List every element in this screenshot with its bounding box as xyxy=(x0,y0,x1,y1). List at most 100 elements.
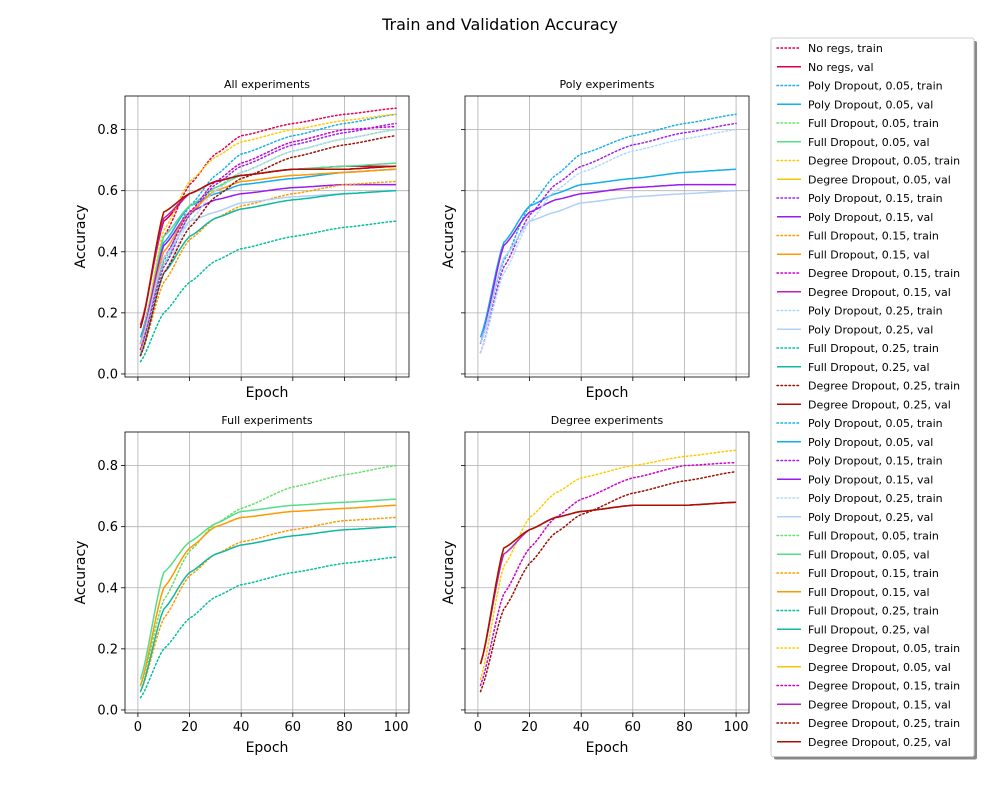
x-axis-label: Epoch xyxy=(246,740,289,756)
legend-label: Degree Dropout, 0.05, train xyxy=(808,155,960,168)
legend-label: Full Dropout, 0.15, train xyxy=(808,567,939,580)
series-line xyxy=(139,498,397,680)
series-line xyxy=(139,107,397,345)
series-group xyxy=(479,449,737,693)
legend-label: Degree Dropout, 0.25, train xyxy=(808,717,960,730)
legend-label: Degree Dropout, 0.15, val xyxy=(808,698,951,711)
legend-label: Poly Dropout, 0.25, train xyxy=(808,305,943,318)
figure-title: Train and Validation Accuracy xyxy=(381,15,618,34)
series-line xyxy=(139,113,397,345)
x-axis-label: Epoch xyxy=(586,385,629,401)
axes-frame xyxy=(124,431,410,714)
legend-label: Full Dropout, 0.25, train xyxy=(808,605,939,618)
x-tick-label: 60 xyxy=(625,720,642,735)
y-tick-label: 0.0 xyxy=(97,367,118,382)
legend-label: Full Dropout, 0.15, train xyxy=(808,230,939,243)
series-group xyxy=(479,113,737,354)
legend-label: Poly Dropout, 0.15, train xyxy=(808,192,943,205)
series-line xyxy=(479,189,737,344)
series-line xyxy=(139,113,397,345)
legend-label: No regs, train xyxy=(808,42,883,55)
x-tick-label: 20 xyxy=(181,720,198,735)
subplots: 0.0 0.2 0.4 0.6 0.8 All experiments Epoch Accur… xyxy=(73,78,750,756)
y-tick-label: 0.8 xyxy=(97,123,118,138)
subplot-4: 0 20 40 60 80 100 Degree experiments Epoch Accur… xyxy=(441,414,750,756)
series-line xyxy=(139,189,397,356)
legend-label: Full Dropout, 0.25, val xyxy=(808,361,930,374)
series-line xyxy=(479,449,737,681)
legend-label: Poly Dropout, 0.25, train xyxy=(808,492,943,505)
series-line xyxy=(139,125,397,351)
legend-label: Poly Dropout, 0.25, val xyxy=(808,511,933,524)
x-tick-label: 100 xyxy=(724,720,749,735)
x-axis-label: Epoch xyxy=(586,740,629,756)
legend-label: Degree Dropout, 0.15, train xyxy=(808,680,960,693)
y-tick-label: 0.4 xyxy=(97,581,118,596)
legend-label: Full Dropout, 0.05, val xyxy=(808,136,930,149)
axes-frame xyxy=(124,95,410,378)
legend-label: Full Dropout, 0.05, val xyxy=(808,548,930,561)
legend-label: Degree Dropout, 0.05, train xyxy=(808,642,960,655)
series-line xyxy=(139,220,397,363)
subplot-title: Full experiments xyxy=(221,414,312,427)
subplot-2: Poly experiments Epoch Accuracy xyxy=(441,78,750,401)
series-line xyxy=(479,113,737,345)
series-line xyxy=(139,183,397,344)
x-tick-label: 0 xyxy=(134,720,142,735)
y-axis-label: Accuracy xyxy=(441,541,457,605)
series-line xyxy=(479,128,737,354)
legend-label: No regs, val xyxy=(808,61,874,74)
series-line xyxy=(139,180,397,357)
subplot-title: Poly experiments xyxy=(560,78,655,91)
legend-label: Poly Dropout, 0.05, val xyxy=(808,436,933,449)
legend-label: Degree Dropout, 0.05, val xyxy=(808,661,951,674)
subplot-1: 0.0 0.2 0.4 0.6 0.8 All experiments Epoch Accur… xyxy=(73,78,410,401)
series-line xyxy=(479,168,737,338)
legend-label: Degree Dropout, 0.25, train xyxy=(808,380,960,393)
legend-label: Poly Dropout, 0.05, val xyxy=(808,98,933,111)
legend: No regs, train No regs, val Poly Dropout, … xyxy=(770,37,977,760)
legend-label: Degree Dropout, 0.25, val xyxy=(808,398,951,411)
series-line xyxy=(139,525,397,692)
series-line xyxy=(139,168,397,338)
legend-label: Full Dropout, 0.05, train xyxy=(808,117,939,130)
legend-label: Poly Dropout, 0.15, train xyxy=(808,455,943,468)
legend-label: Degree Dropout, 0.15, train xyxy=(808,267,960,280)
axes-frame xyxy=(464,95,750,378)
legend-label: Full Dropout, 0.25, val xyxy=(808,623,930,636)
y-tick-label: 0.6 xyxy=(97,520,118,535)
series-line xyxy=(139,165,397,329)
subplot-title: Degree experiments xyxy=(551,414,664,427)
series-line xyxy=(479,183,737,344)
y-tick-label: 0.4 xyxy=(97,245,118,260)
y-axis-label: Accuracy xyxy=(73,541,89,605)
legend-label: Degree Dropout, 0.25, val xyxy=(808,736,951,749)
series-line xyxy=(479,470,737,693)
y-tick-label: 0.0 xyxy=(97,703,118,718)
series-line xyxy=(139,189,397,344)
series-line xyxy=(139,556,397,699)
series-line xyxy=(139,128,397,351)
legend-label: Degree Dropout, 0.15, val xyxy=(808,286,951,299)
series-group xyxy=(139,464,397,699)
series-line xyxy=(139,122,397,354)
subplot-title: All experiments xyxy=(224,78,310,91)
series-group xyxy=(139,107,397,363)
x-tick-label: 0 xyxy=(474,720,482,735)
y-tick-label: 0.2 xyxy=(97,642,118,657)
legend-label: Poly Dropout, 0.15, val xyxy=(808,473,933,486)
legend-label: Full Dropout, 0.25, train xyxy=(808,342,939,355)
subplot-3: 0 20 40 60 80 100 0.0 0.2 0.4 0.6 0.8 Full experime… xyxy=(73,414,410,756)
series-line xyxy=(479,501,737,665)
y-tick-label: 0.8 xyxy=(97,459,118,474)
y-axis-label: Accuracy xyxy=(441,205,457,269)
series-line xyxy=(139,516,397,693)
legend-label: Poly Dropout, 0.15, val xyxy=(808,211,933,224)
series-line xyxy=(139,504,397,686)
legend-label: Poly Dropout, 0.05, train xyxy=(808,417,943,430)
x-tick-label: 80 xyxy=(676,720,693,735)
x-tick-label: 100 xyxy=(384,720,409,735)
legend-box xyxy=(770,37,975,757)
x-tick-label: 60 xyxy=(285,720,302,735)
